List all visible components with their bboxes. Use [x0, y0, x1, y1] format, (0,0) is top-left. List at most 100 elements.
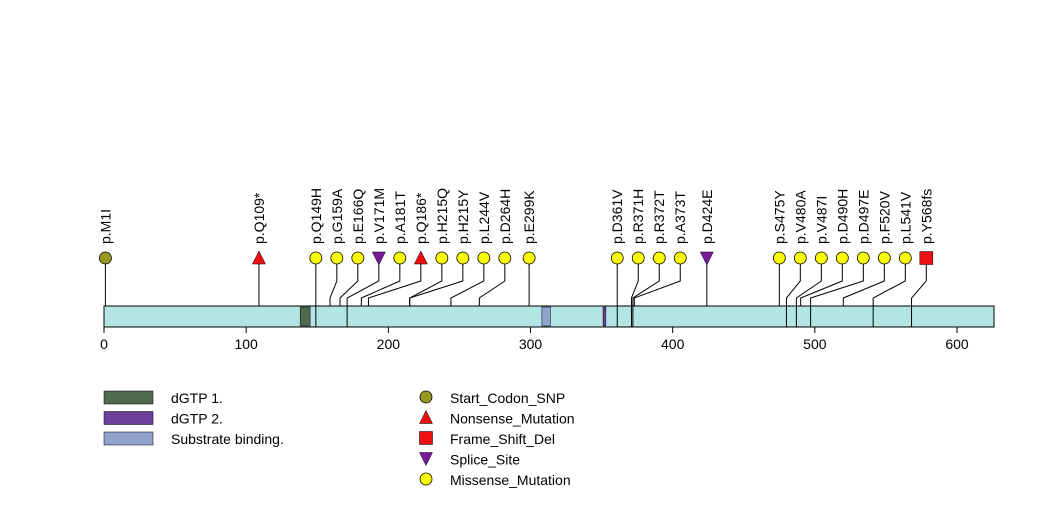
- stem-p-g159a: [329, 258, 338, 306]
- legend: dGTP 1. dGTP 2. Substrate binding. Start_Co…: [103, 390, 575, 488]
- domain-dgtp-2: [602, 306, 607, 327]
- mutation-label-p-d490h: p.D490H: [834, 189, 850, 244]
- stem-p-d490h: [800, 258, 843, 306]
- mutation-label-p-v487i: p.V487I: [813, 196, 829, 244]
- legend-symbol-nonsense-mutation: [419, 409, 433, 424]
- mutation-head-p-a373t: [673, 251, 687, 265]
- mutation-label-p-r372t: p.R372T: [651, 190, 667, 244]
- legend-label-splice-site: Splice_Site: [450, 452, 520, 468]
- mutation-label-p-v171m: p.V171M: [371, 188, 387, 244]
- mutation-label-p-d424e: p.D424E: [699, 190, 715, 244]
- mutation-label-p-r371h: p.R371H: [630, 189, 646, 244]
- stem-p-a373t: [633, 258, 681, 306]
- stem-p-l541v: [872, 258, 906, 306]
- stem-p-d264h: [478, 258, 506, 306]
- axis-tick-label-500: 500: [803, 336, 827, 352]
- mutation-head-p-d490h: [835, 251, 849, 265]
- mutation-label-p-m1i: p.M1I: [97, 209, 113, 244]
- mutation-label-p-a373t: p.A373T: [672, 191, 688, 244]
- mutation-head-p-v171m: [371, 251, 386, 266]
- stem-p-r372t: [632, 258, 660, 306]
- mutation-head-p-d264h: [498, 251, 512, 265]
- mutation-label-p-e299k: p.E299K: [521, 190, 537, 244]
- mutation-head-p-s475y: [772, 251, 786, 265]
- mutation-head-p-r371h: [631, 251, 645, 265]
- axis-tick-label-0: 0: [100, 336, 108, 352]
- mutation-head-p-e299k: [522, 251, 536, 265]
- mutation-label-p-g159a: p.G159A: [329, 188, 345, 244]
- mutation-head-p-g159a: [330, 251, 344, 265]
- axis-tick-label-600: 600: [945, 336, 969, 352]
- mutation-label-p-a181t: p.A181T: [392, 191, 408, 244]
- mutation-label-p-s475y: p.S475Y: [771, 190, 787, 244]
- legend-symbol-start-codon-snp: [419, 390, 433, 404]
- mutation-label-p-q186-: p.Q186*: [413, 192, 429, 244]
- mutation-head-p-f520v: [877, 251, 891, 265]
- stem-p-v480a: [785, 258, 801, 306]
- stem-p-h215q: [409, 258, 443, 306]
- stem-p-a181t: [360, 258, 401, 306]
- legend-symbol-frame-shift-del: [419, 431, 433, 445]
- position-markers-layer: [315, 306, 913, 327]
- stem-p-l244v: [450, 258, 485, 306]
- legend-label-substrate-binding: Substrate binding.: [171, 431, 284, 447]
- mutation-head-p-m1i: [99, 251, 112, 265]
- legend-label-dgtp-2: dGTP 2.: [171, 411, 223, 427]
- domain-substrate-binding: [541, 306, 551, 327]
- mutation-head-p-h215y: [456, 251, 470, 265]
- mutation-label-p-e166q: p.E166Q: [350, 189, 366, 244]
- legend-swatch-dgtp-1: [103, 390, 154, 405]
- legend-symbol-splice-site: [419, 452, 433, 467]
- mutation-label-p-l244v: p.L244V: [476, 191, 492, 244]
- axis-tick-label-200: 200: [377, 336, 401, 352]
- mutation-head-p-l244v: [477, 251, 491, 265]
- mutation-head-p-v487i: [814, 251, 828, 265]
- legend-label-start-codon-snp: Start_Codon_SNP: [450, 390, 565, 406]
- x-axis: 0 100 200 300 400 500 600: [100, 326, 969, 352]
- legend-symbol-missense-mutation: [419, 472, 433, 486]
- domain-dgtp-1: [299, 306, 311, 327]
- mutation-head-p-y568fs: [919, 251, 934, 265]
- backbone-layer: [103, 305, 995, 328]
- mutation-head-p-l541v: [898, 251, 912, 265]
- legend-label-missense-mutation: Missense_Mutation: [450, 472, 571, 488]
- stem-p-r371h: [630, 258, 639, 306]
- mutation-head-p-e166q: [351, 251, 365, 265]
- legend-label-nonsense-mutation: Nonsense_Mutation: [450, 411, 575, 427]
- mutation-label-p-l541v: p.L541V: [897, 191, 913, 244]
- mutation-label-p-f520v: p.F520V: [876, 190, 892, 244]
- mutation-head-p-d424e: [699, 251, 714, 266]
- mutation-labels-layer: p.M1I p.Q109* p.Q149H p.G159A p.E166Q p.V171M…: [97, 188, 934, 244]
- stem-p-e166q: [339, 258, 359, 306]
- mutation-head-p-v480a: [793, 251, 807, 265]
- stem-p-v171m: [346, 258, 380, 306]
- mutation-heads-layer: [99, 250, 934, 266]
- stem-p-v487i: [795, 258, 822, 306]
- mutation-label-p-d264h: p.D264H: [497, 189, 513, 244]
- mutation-head-p-q109-: [252, 250, 266, 265]
- axis-tick-label-300: 300: [519, 336, 543, 352]
- mutation-head-p-a181t: [393, 251, 407, 265]
- mutation-label-p-d361v: p.D361V: [609, 189, 625, 244]
- legend-label-frame-shift-del: Frame_Shift_Del: [450, 431, 555, 447]
- axis-tick-label-100: 100: [234, 336, 258, 352]
- stems-layer: [104, 258, 927, 306]
- mutation-head-p-d497e: [856, 251, 870, 265]
- stem-p-f520v: [842, 258, 885, 306]
- mutation-head-p-q186-: [413, 250, 428, 265]
- legend-label-dgtp-1: dGTP 1.: [171, 390, 223, 406]
- stem-p-h215y: [409, 258, 464, 306]
- mutation-label-p-q149h: p.Q149H: [308, 188, 324, 244]
- stem-p-q186-: [367, 258, 422, 306]
- mutation-label-p-v480a: p.V480A: [792, 190, 808, 244]
- mutation-head-p-h215q: [435, 251, 449, 265]
- mutation-head-p-q149h: [309, 251, 323, 265]
- mutation-head-p-d361v: [610, 251, 624, 265]
- stem-p-d497e: [810, 258, 864, 306]
- legend-swatch-substrate-binding: [103, 431, 154, 446]
- mutation-label-p-h215y: p.H215Y: [455, 189, 471, 244]
- mutation-head-p-r372t: [652, 251, 666, 265]
- mutation-label-p-q109-: p.Q109*: [251, 192, 267, 244]
- mutation-label-p-h215q: p.H215Q: [434, 188, 450, 244]
